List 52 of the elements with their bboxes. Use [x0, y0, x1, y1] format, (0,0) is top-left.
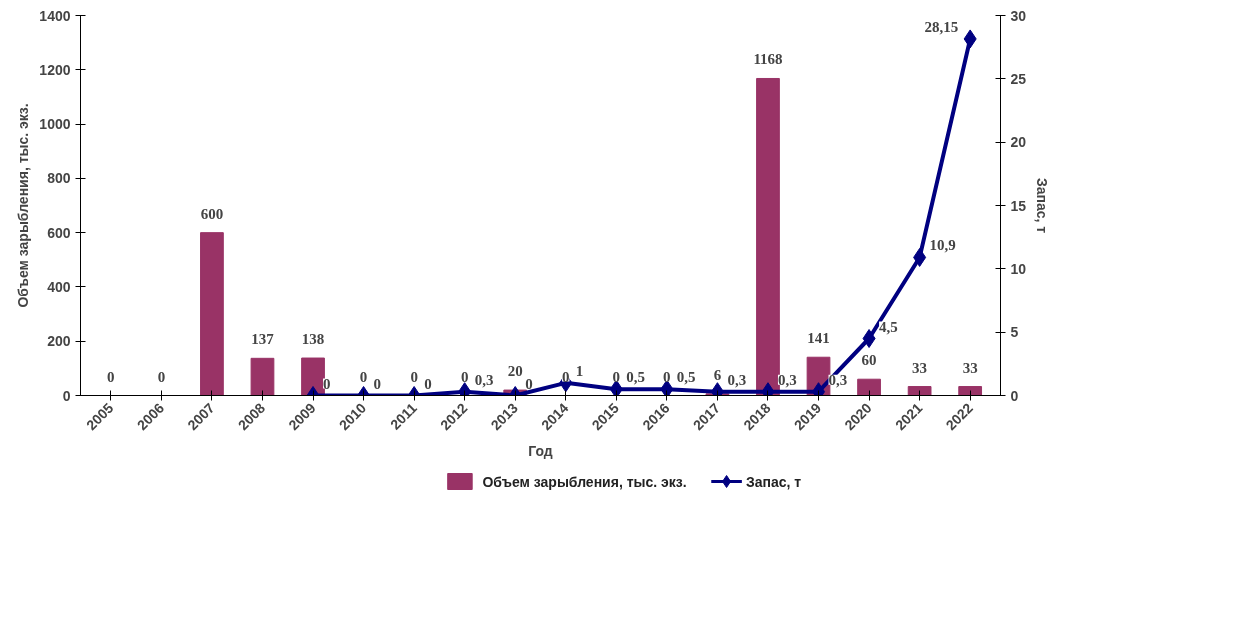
data-label: 28,15 — [924, 18, 959, 35]
data-label: 6 — [713, 366, 722, 383]
data-label: 33 — [962, 359, 978, 376]
y2-axis-title: Запас, т — [1034, 177, 1051, 234]
data-label: 0 — [410, 368, 418, 385]
data-label: 1168 — [753, 51, 783, 68]
data-label: 137 — [251, 331, 275, 348]
data-label: 0 — [424, 375, 432, 392]
data-label: 600 — [200, 205, 224, 222]
data-label: 0 — [323, 375, 331, 392]
data-label: 0 — [663, 368, 671, 385]
data-label: 4,5 — [879, 318, 898, 335]
y-tick-label: 1200 — [39, 61, 71, 78]
x-axis-title: Год — [528, 442, 553, 459]
y-tick-label: 400 — [47, 278, 71, 295]
data-label: 0 — [359, 368, 368, 385]
data-label: 141 — [807, 330, 830, 347]
data-label: 0,5 — [676, 369, 696, 386]
data-label: 0,5 — [626, 369, 646, 386]
y2-tick-label: 0 — [1010, 387, 1019, 404]
data-label: 0,3 — [727, 371, 747, 388]
y2-tick-label: 5 — [1010, 324, 1019, 341]
y2-tick-label: 20 — [1010, 134, 1027, 151]
y2-tick-label: 25 — [1010, 70, 1027, 87]
data-label: 0,3 — [828, 371, 848, 388]
y-tick-label: 600 — [47, 224, 71, 241]
data-label: 0 — [157, 368, 166, 385]
data-label: 0 — [460, 368, 469, 385]
y-tick-label: 200 — [47, 333, 71, 350]
y2-tick-label: 10 — [1010, 260, 1027, 277]
y-tick-label: 1000 — [39, 116, 71, 133]
data-label: 138 — [301, 331, 325, 348]
data-label: 0,3 — [777, 371, 797, 388]
y-axis-title: Объем зарыбления, тыс. экз. — [15, 103, 32, 308]
data-label: 0 — [612, 368, 621, 385]
y-tick-label: 800 — [47, 170, 71, 187]
y2-tick-label: 30 — [1010, 7, 1027, 24]
data-label: 60 — [861, 352, 877, 369]
data-label: 10,9 — [929, 237, 956, 254]
data-label: 0 — [525, 375, 533, 392]
y-tick-label: 0 — [62, 387, 71, 404]
data-label: 0,3 — [474, 371, 494, 388]
data-label: 1 — [575, 362, 584, 379]
y2-tick-label: 15 — [1010, 197, 1027, 214]
data-label: 33 — [912, 359, 928, 376]
data-label: 0 — [562, 368, 570, 385]
legend-label: Объем зарыбления, тыс. экз. — [482, 473, 687, 490]
legend-label: Запас, т — [745, 473, 802, 490]
y-tick-label: 1400 — [39, 7, 71, 24]
data-label: 0 — [107, 368, 115, 385]
data-label: 20 — [507, 363, 523, 380]
data-label: 0 — [373, 375, 382, 392]
